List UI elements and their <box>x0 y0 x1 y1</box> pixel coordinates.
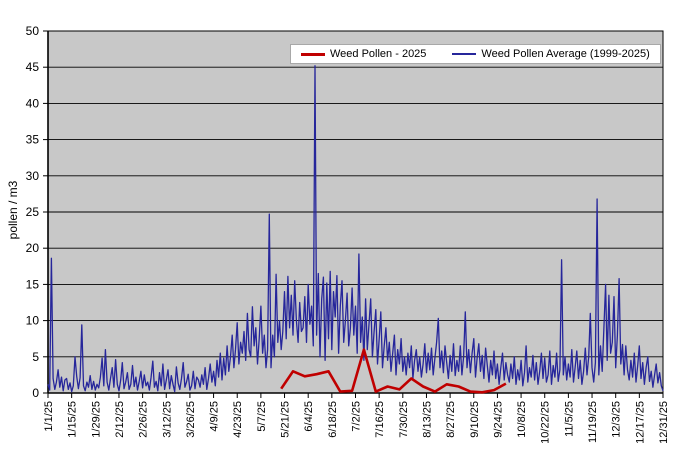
y-axis-title: pollen / m3 <box>6 180 20 240</box>
x-tick-label: 4/23/25 <box>232 401 244 438</box>
legend-item-average: Weed Pollen Average (1999-2025) <box>452 48 650 60</box>
y-tick-label: 30 <box>26 169 40 183</box>
y-tick-label: 15 <box>26 277 40 291</box>
x-tick-label: 6/18/25 <box>327 401 339 438</box>
x-tick-label: 7/2/25 <box>351 401 363 432</box>
x-tick-label: 8/27/25 <box>445 401 457 438</box>
x-tick-label: 1/1/25 <box>43 401 55 432</box>
x-tick-label: 12/17/25 <box>634 401 646 444</box>
x-tick-label: 1/29/25 <box>90 401 102 438</box>
legend-label-2025: Weed Pollen - 2025 <box>330 48 427 60</box>
y-tick-label: 20 <box>26 241 40 255</box>
x-tick-label: 7/30/25 <box>398 401 410 438</box>
y-tick-label: 45 <box>26 60 40 74</box>
x-tick-label: 5/21/25 <box>280 401 292 438</box>
x-tick-label: 2/12/25 <box>114 401 126 438</box>
blue-line-sample-icon <box>452 53 477 55</box>
x-tick-label: 10/22/25 <box>540 401 552 444</box>
x-tick-label: 1/15/25 <box>67 401 79 438</box>
x-tick-label: 9/10/25 <box>469 401 481 438</box>
y-tick-label: 10 <box>26 314 40 328</box>
average-series-line <box>47 65 664 393</box>
current-year-series-line <box>280 348 507 394</box>
y-tick-label: 0 <box>32 386 39 400</box>
x-tick-label: 8/13/25 <box>421 401 433 438</box>
y-tick-label: 25 <box>26 205 40 219</box>
x-tick-label: 10/8/25 <box>516 401 528 438</box>
x-tick-label: 9/24/25 <box>492 401 504 438</box>
legend: Weed Pollen - 2025 Weed Pollen Average (… <box>290 44 661 64</box>
x-tick-label: 12/3/25 <box>611 401 623 438</box>
legend-item-2025: Weed Pollen - 2025 <box>301 48 426 60</box>
y-tick-label: 40 <box>26 96 40 110</box>
y-tick-label: 5 <box>32 350 39 364</box>
x-tick-label: 3/26/25 <box>185 401 197 438</box>
x-tick-label: 5/7/25 <box>256 401 268 432</box>
x-tick-label: 4/9/25 <box>209 401 221 432</box>
x-tick-label: 11/5/25 <box>563 401 575 437</box>
legend-label-average: Weed Pollen Average (1999-2025) <box>481 48 650 60</box>
x-tick-label: 7/16/25 <box>374 401 386 438</box>
x-tick-label: 2/26/25 <box>138 401 150 438</box>
red-line-sample-icon <box>301 52 325 56</box>
y-tick-label: 35 <box>26 133 40 147</box>
x-tick-label: 11/19/25 <box>587 401 599 443</box>
y-tick-label: 50 <box>26 24 40 38</box>
x-tick-label: 3/12/25 <box>161 401 173 438</box>
x-tick-label: 12/31/25 <box>658 401 670 444</box>
x-tick-label: 6/4/25 <box>303 401 315 432</box>
